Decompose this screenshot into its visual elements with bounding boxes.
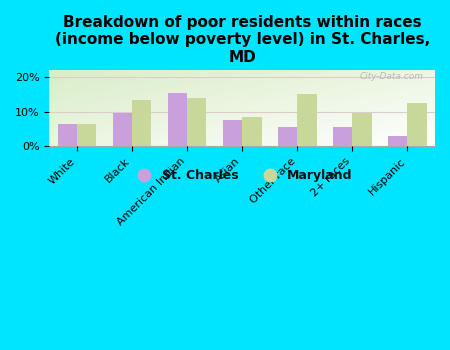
Text: City-Data.com: City-Data.com xyxy=(360,72,423,82)
Bar xyxy=(187,98,207,146)
Bar xyxy=(333,127,352,146)
Bar xyxy=(58,124,77,146)
Bar xyxy=(388,136,407,146)
Bar xyxy=(113,113,132,146)
Title: Breakdown of poor residents within races
(income below poverty level) in St. Cha: Breakdown of poor residents within races… xyxy=(54,15,430,65)
Bar xyxy=(297,94,317,146)
Bar xyxy=(407,103,427,146)
Bar xyxy=(278,127,297,146)
Bar xyxy=(77,124,96,146)
Bar xyxy=(223,120,242,146)
Legend: St. Charles, Maryland: St. Charles, Maryland xyxy=(127,164,358,187)
Bar xyxy=(242,117,261,146)
Bar xyxy=(352,113,372,146)
Bar xyxy=(168,93,187,146)
Bar xyxy=(132,99,151,146)
